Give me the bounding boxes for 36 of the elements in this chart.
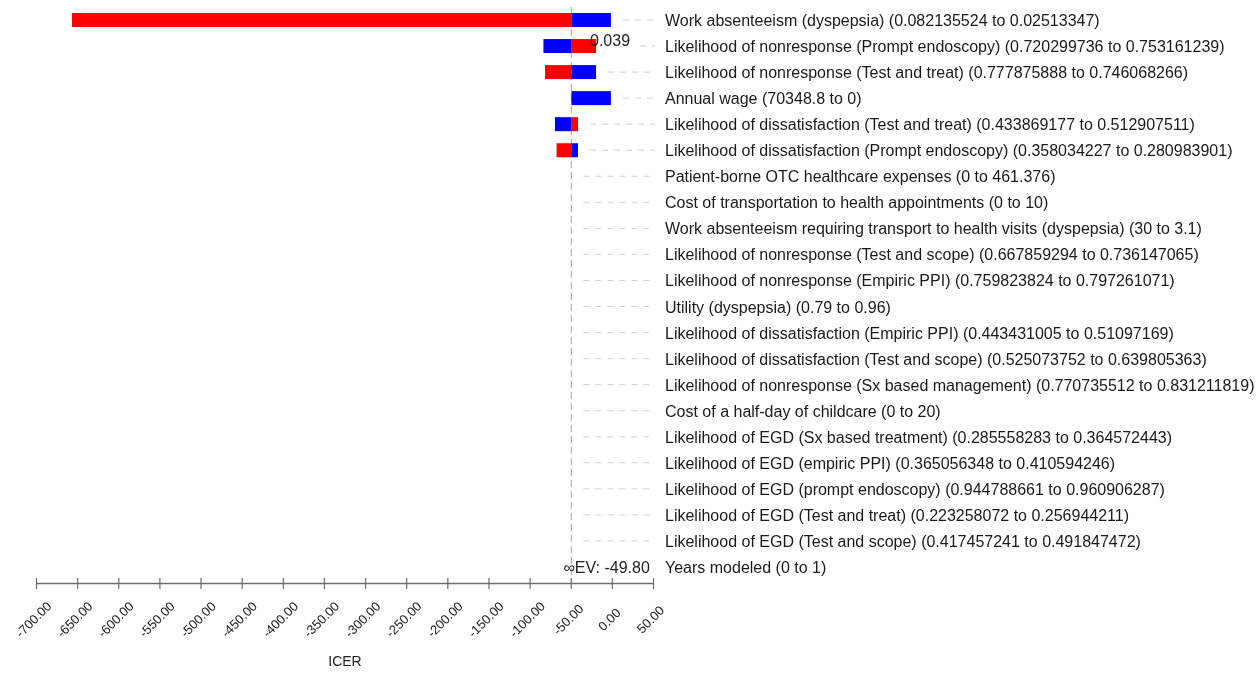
y-tick-label: Years modeled (0 to 1) xyxy=(665,558,827,576)
y-tick-label: Likelihood of nonresponse (Empiric PPI) (0.759823824 to 0.797261071) xyxy=(665,271,1175,289)
y-tick-label: Cost of transportation to health appointments (0 to 10) xyxy=(665,193,1049,211)
bar xyxy=(554,117,572,132)
x-axis-title: ICER xyxy=(328,653,362,669)
ref-line-label: ∞EV: -49.80 xyxy=(563,558,650,576)
y-tick-label: Likelihood of nonresponse (Sx based management) (0.770735512 to 0.831211819) xyxy=(665,376,1255,394)
y-tick-label: Likelihood of nonresponse (Test and treat) (0.777875888 to 0.746068266) xyxy=(665,63,1189,81)
bar xyxy=(545,65,572,80)
y-tick-label: Likelihood of EGD (prompt endoscopy) (0.944788661 to 0.960906287) xyxy=(665,480,1165,498)
y-tick-label: Likelihood of dissatisfaction (Empiric PPI) (0.443431005 to 0.51097169) xyxy=(665,324,1174,342)
bar xyxy=(571,117,578,132)
y-tick-label: Likelihood of EGD (Sx based treatment) (0.285558283 to 0.364572443) xyxy=(665,428,1172,446)
y-tick-label: Likelihood of EGD (Test and treat) (0.223258072 to 0.256944211) xyxy=(665,506,1130,524)
bar xyxy=(571,13,611,27)
bar xyxy=(72,13,572,27)
y-tick-label: Likelihood of nonresponse (Test and scope) (0.667859294 to 0.736147065) xyxy=(665,245,1199,263)
annotation: 0.039 xyxy=(590,31,631,49)
y-tick-label: Likelihood of dissatisfaction (Test and scope) (0.525073752 to 0.639805363) xyxy=(665,350,1207,368)
y-tick-label: Cost of a half-day of childcare (0 to 20) xyxy=(665,402,941,420)
y-tick-label: Likelihood of dissatisfaction (Test and treat) (0.433869177 to 0.512907511) xyxy=(665,115,1195,133)
y-tick-label: Likelihood of dissatisfaction (Prompt endoscopy) (0.358034227 to 0.280983901) xyxy=(665,141,1233,159)
y-tick-label: Likelihood of EGD (Test and scope) (0.417457241 to 0.491847472) xyxy=(665,532,1141,550)
y-tick-label: Work absenteeism requiring transport to health visits (dyspepsia) (30 to 3.1) xyxy=(665,219,1202,237)
bar xyxy=(543,39,572,54)
bar xyxy=(571,143,578,158)
y-tick-label: Utility (dyspepsia) (0.79 to 0.96) xyxy=(665,298,891,316)
bar xyxy=(571,91,611,106)
y-tick-label: Annual wage (70348.8 to 0) xyxy=(665,89,862,107)
bar xyxy=(556,143,572,158)
x-tick-label: 0.00 xyxy=(595,605,624,634)
y-tick-label: Work absenteeism (dyspepsia) (0.082135524 to 0.02513347) xyxy=(665,11,1100,29)
bar xyxy=(571,65,597,80)
y-tick-label: Likelihood of EGD (empiric PPI) (0.365056348 to 0.410594246) xyxy=(665,454,1116,472)
y-tick-label: Likelihood of nonresponse (Prompt endoscopy) (0.720299736 to 0.753161239) xyxy=(665,37,1225,55)
y-tick-label: Patient-borne OTC healthcare expenses (0 to 461.376) xyxy=(665,167,1056,185)
